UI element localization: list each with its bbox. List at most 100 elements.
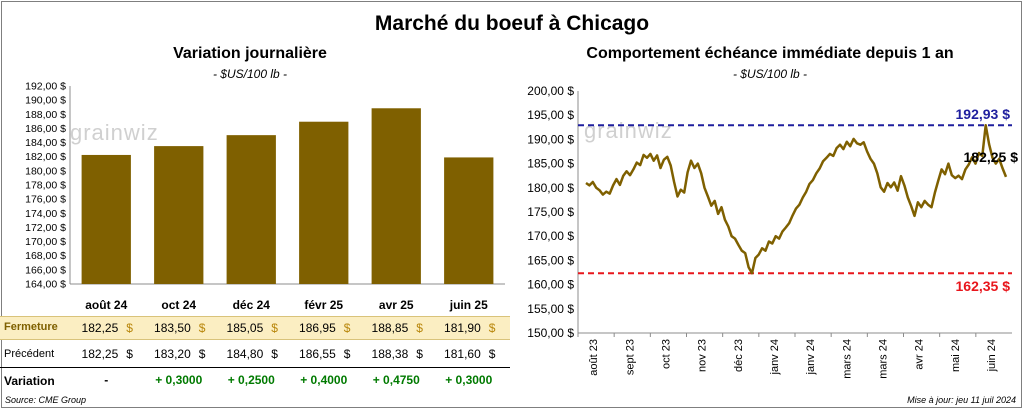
x-tick-label: nov 23 [697, 339, 709, 372]
table-cell-unit: $ [416, 347, 423, 361]
y-tick-label: 185,00 $ [527, 157, 574, 171]
x-tick-label: déc 23 [733, 339, 745, 372]
table-cell-previous: 182,25 [81, 347, 119, 361]
table-cell-unit: $ [488, 321, 496, 335]
x-tick-label: sept 23 [624, 339, 636, 375]
bar-chart: 164,00 $ 166,00 $ 168,00 $ 170,00 $ 172,00 $… [25, 81, 505, 291]
table-cell-variation: - [104, 373, 109, 387]
y-tick-label: 175,00 $ [527, 205, 574, 219]
table-cell-variation: + 0,2500 [227, 373, 275, 387]
table-cell-unit: $ [198, 347, 206, 361]
table-cell-unit: $ [198, 321, 206, 335]
y-tick-label: 188,00 $ [25, 109, 66, 121]
table-category-label: févr 25 [304, 298, 344, 312]
table-cell-unit: $ [488, 347, 496, 361]
table-category-label: déc 24 [232, 298, 270, 312]
last-value-label: 182,25 $ [964, 149, 1019, 165]
table-cell-unit: $ [416, 321, 423, 335]
y-tick-label: 195,00 $ [527, 108, 574, 122]
update-note: Mise à jour: jeu 11 juil 2024 [907, 395, 1016, 405]
y-tick-label: 180,00 $ [25, 165, 66, 177]
bar [226, 135, 276, 284]
y-tick-label: 168,00 $ [25, 250, 66, 262]
table-cell-close: 182,25 [81, 321, 119, 335]
x-tick-label: mars 24 [877, 339, 889, 379]
table-cell-previous: 181,60 [444, 347, 481, 361]
y-tick-label: 186,00 $ [25, 123, 66, 135]
x-tick-label: mai 24 [950, 339, 962, 372]
main-title: Marché du boeuf à Chicago [374, 12, 650, 35]
y-tick-label: 178,00 $ [25, 180, 66, 192]
table-cell-close: 186,95 [299, 321, 336, 335]
table-cell-close: 183,50 [154, 321, 191, 335]
table-cell-unit: $ [271, 321, 278, 335]
x-tick-label: juin 24 [986, 339, 998, 372]
y-tick-label: 190,00 $ [527, 132, 574, 146]
y-tick-label: 192,00 $ [25, 81, 66, 93]
y-tick-label: 150,00 $ [527, 326, 574, 340]
y-tick-label: 164,00 $ [25, 279, 66, 291]
y-tick-label: 174,00 $ [25, 208, 66, 220]
low-value-label: 162,35 $ [956, 278, 1011, 294]
bar [81, 154, 131, 284]
bar-chart-title: Variation journalière [173, 45, 327, 62]
table-cell-previous: 184,80 [226, 347, 264, 361]
table-cell-close: 188,85 [371, 321, 409, 335]
y-tick-label: 155,00 $ [527, 302, 574, 316]
line-chart: 150,00 $ 155,00 $ 160,00 $ 165,00 $ 170,00 $… [527, 84, 1019, 379]
y-tick-label: 165,00 $ [527, 253, 574, 267]
y-tick-label: 176,00 $ [25, 194, 66, 206]
y-tick-label: 184,00 $ [25, 137, 66, 149]
x-tick-label: avr 24 [914, 339, 926, 370]
table-cell-previous: 186,55 [299, 347, 336, 361]
y-tick-label: 170,00 $ [527, 229, 574, 243]
y-tick-label: 160,00 $ [527, 278, 574, 292]
y-tick-label: 170,00 $ [25, 236, 66, 248]
x-tick-label: août 23 [588, 339, 600, 376]
bar [444, 157, 494, 284]
line-chart-subtitle: - $US/100 lb - [732, 67, 808, 81]
table-cell-previous: 183,20 [154, 347, 191, 361]
row-label-previous: Précédent [4, 348, 55, 360]
row-label-close: Fermeture [4, 321, 58, 333]
watermark-left: grainwiz [70, 120, 159, 145]
table-cell-variation: + 0,4750 [372, 373, 420, 387]
table-cell-unit: $ [343, 321, 351, 335]
bar-chart-subtitle: - $US/100 lb - [212, 67, 288, 81]
y-tick-label: 166,00 $ [25, 264, 66, 276]
table-cell-close: 181,90 [444, 321, 481, 335]
x-tick-label: janv 24 [769, 339, 781, 375]
y-tick-label: 172,00 $ [25, 222, 66, 234]
table-cell-unit: $ [126, 347, 133, 361]
table-cell-close: 185,05 [226, 321, 264, 335]
table-cell-unit: $ [343, 347, 351, 361]
table-category-label: juin 25 [449, 298, 488, 312]
table-cell-variation: + 0,3000 [155, 373, 203, 387]
table-cell-previous: 188,38 [371, 347, 409, 361]
bar [299, 121, 349, 284]
source-note: Source: CME Group [5, 395, 87, 405]
table-category-label: oct 24 [161, 298, 197, 312]
table-cell-unit: $ [126, 321, 133, 335]
table-cell-variation: + 0,4000 [300, 373, 348, 387]
table-bottom-rule [0, 367, 510, 368]
y-tick-label: 190,00 $ [25, 95, 66, 107]
x-tick-label: mars 24 [841, 339, 853, 379]
table-cell-variation: + 0,3000 [445, 373, 493, 387]
price-series-line [585, 123, 1008, 275]
close-row-band [0, 316, 510, 340]
watermark-right: grainwiz [584, 118, 673, 143]
bar [154, 146, 204, 284]
y-tick-label: 200,00 $ [527, 84, 574, 98]
row-label-variation: Variation [4, 374, 55, 388]
y-tick-label: 182,00 $ [25, 151, 66, 163]
table-category-label: août 24 [85, 298, 128, 312]
table-category-label: avr 25 [378, 298, 414, 312]
table-cell-unit: $ [271, 347, 278, 361]
x-tick-label: janv 24 [805, 339, 817, 375]
bar [371, 108, 421, 285]
y-tick-label: 180,00 $ [527, 181, 574, 195]
high-value-label: 192,93 $ [956, 106, 1011, 122]
line-chart-title: Comportement échéance immédiate depuis 1… [586, 45, 954, 62]
